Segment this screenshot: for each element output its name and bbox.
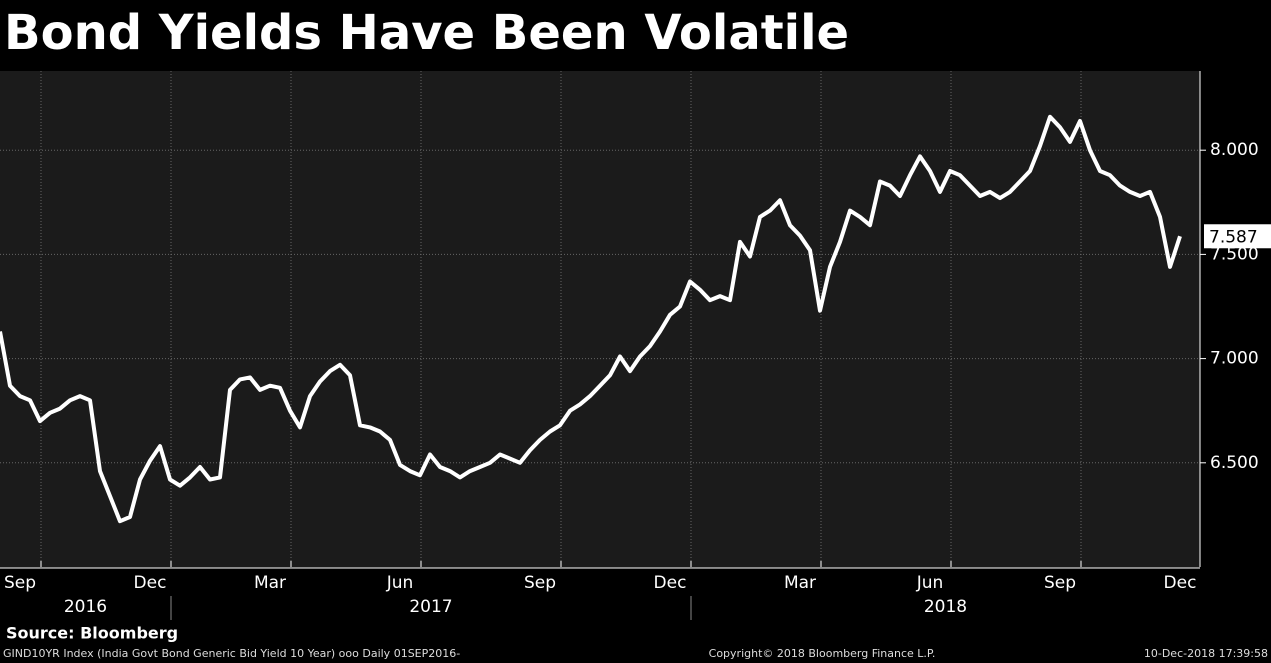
x-tick-label: Sep [1044, 573, 1076, 593]
x-tick-label: Jun [386, 573, 414, 593]
x-tick-label: Dec [134, 573, 167, 593]
x-tick-label: Dec [654, 573, 687, 593]
y-tick-label: 7.000 [1210, 349, 1259, 369]
y-tick-label: 6.500 [1210, 453, 1259, 473]
year-label: 2016 [64, 597, 107, 617]
y-tick-label: 7.500 [1210, 244, 1259, 264]
chart-title: Bond Yields Have Been Volatile [4, 5, 849, 61]
x-tick-label: Mar [784, 573, 816, 593]
year-label: 2017 [409, 597, 452, 617]
footer-left: GIND10YR Index (India Govt Bond Generic … [3, 647, 460, 660]
footer-center: Copyright© 2018 Bloomberg Finance L.P. [709, 647, 936, 660]
last-value-label: 7.587 [1209, 227, 1258, 247]
x-tick-label: Dec [1164, 573, 1197, 593]
x-tick-label: Mar [254, 573, 286, 593]
y-tick-label: 8.000 [1210, 140, 1259, 160]
source: Source: Bloomberg [6, 624, 178, 643]
x-tick-label: Sep [4, 573, 36, 593]
x-tick-label: Sep [524, 573, 556, 593]
last-value-box [1204, 224, 1271, 249]
year-label: 2018 [924, 597, 967, 617]
plot-area [0, 71, 1200, 568]
yield-line [0, 114, 1182, 524]
x-tick-label: Jun [916, 573, 944, 593]
footer-right: 10-Dec-2018 17:39:58 [1144, 647, 1268, 660]
